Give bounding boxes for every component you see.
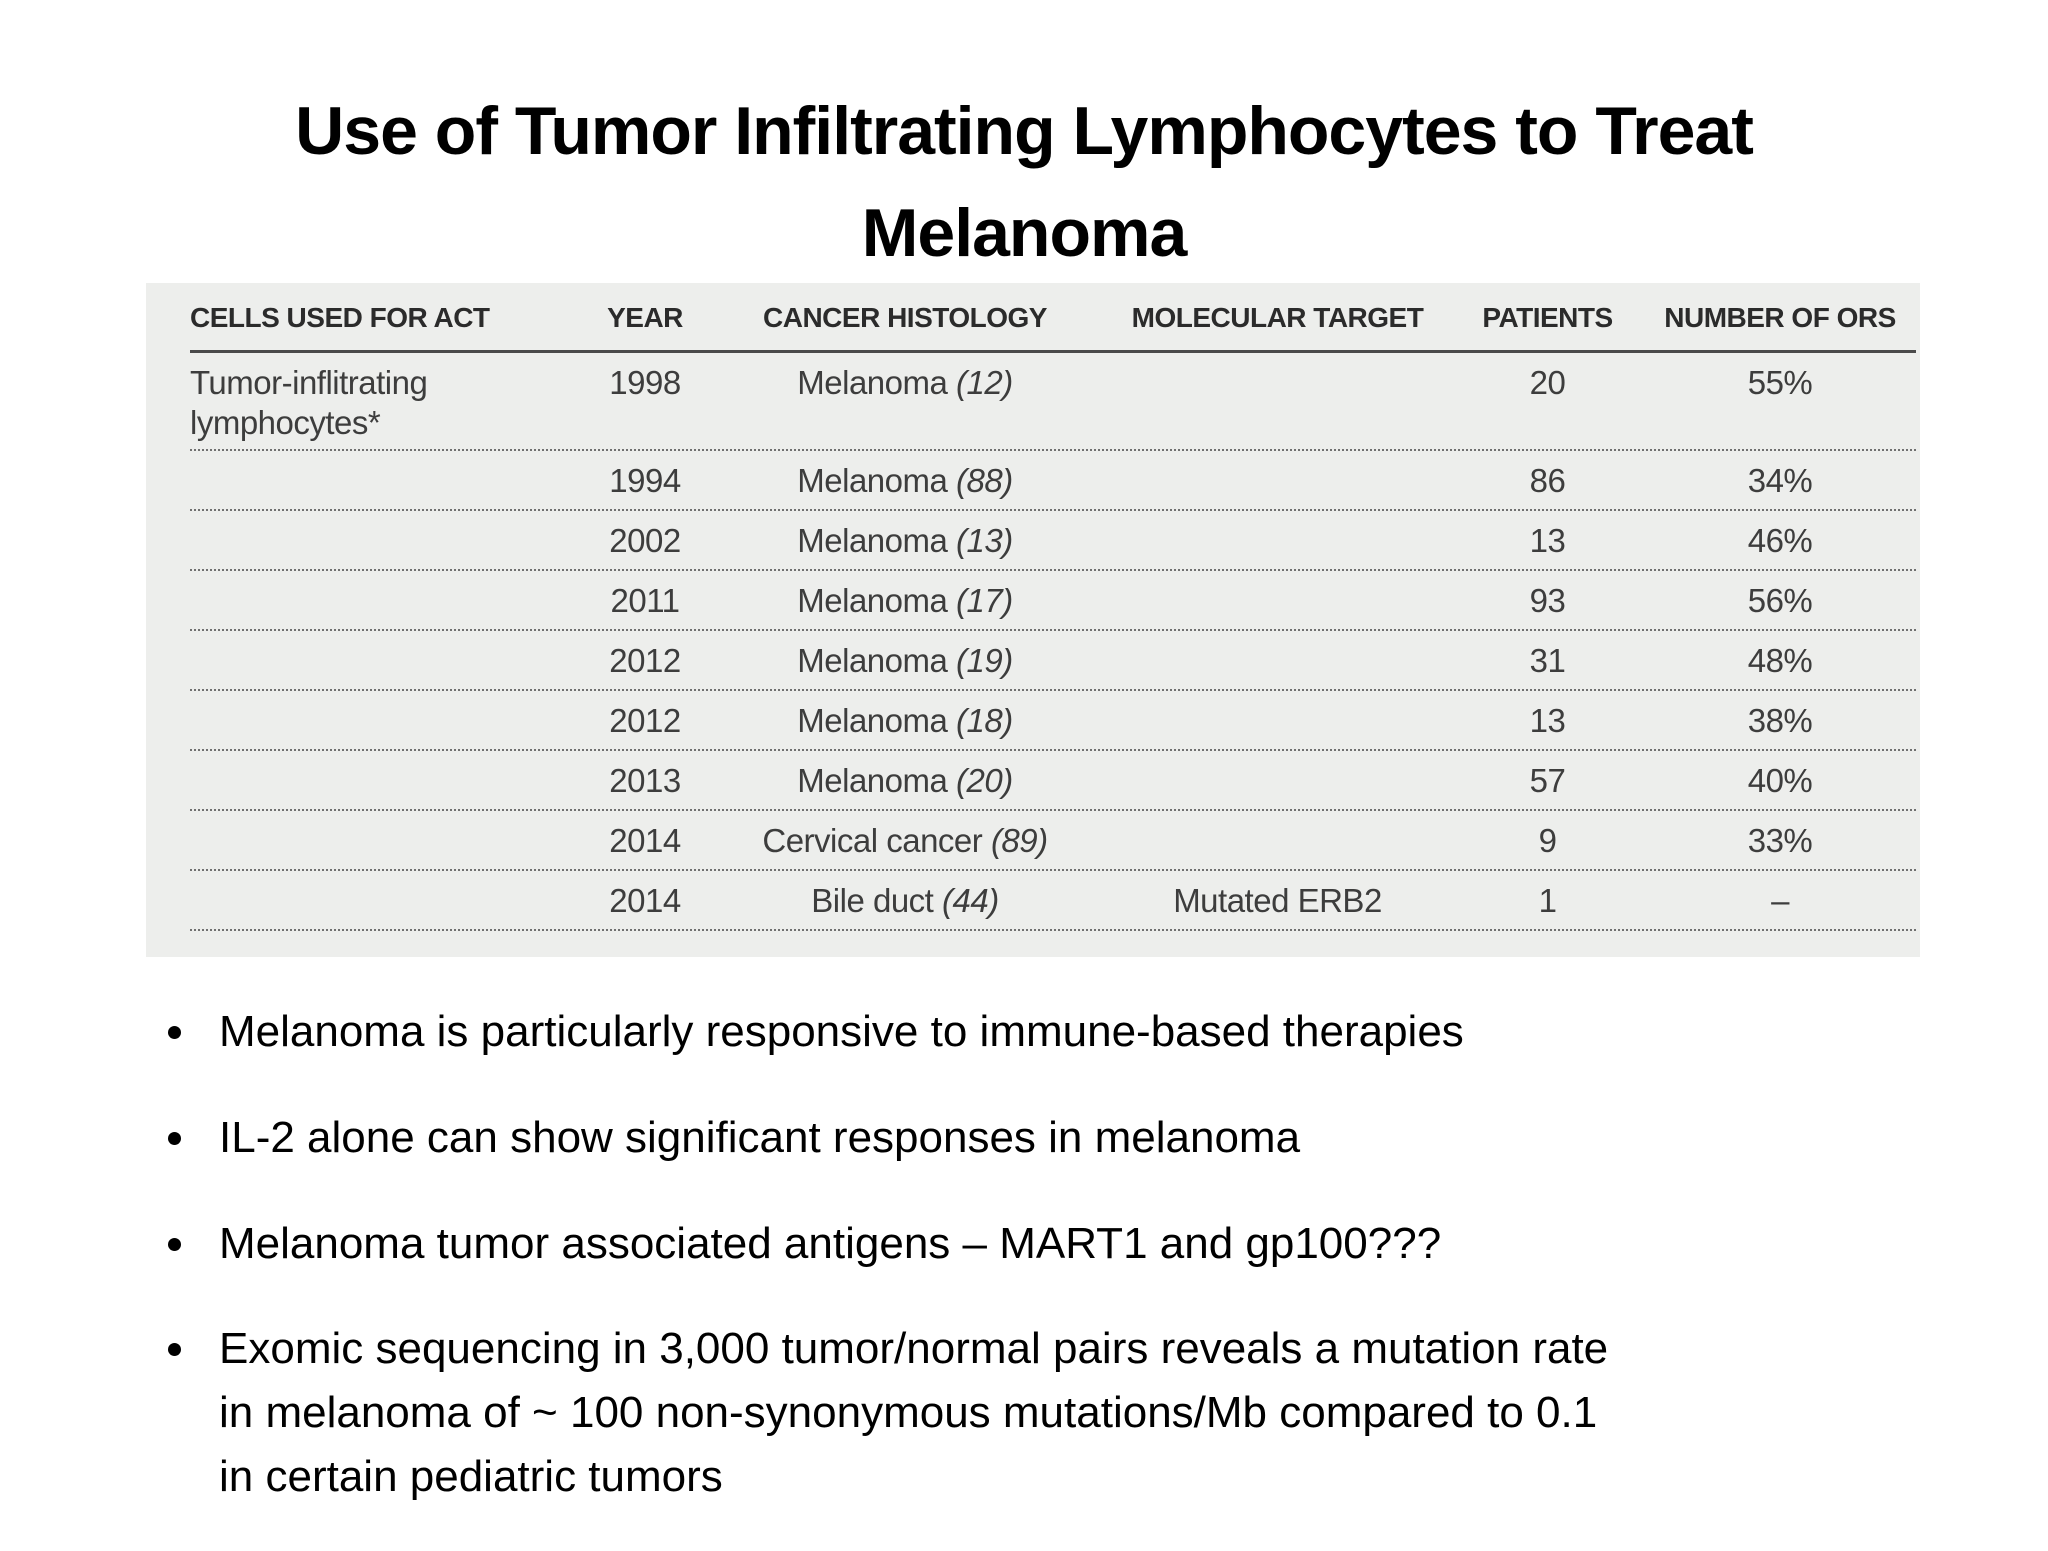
header-year: YEAR <box>607 302 683 333</box>
bullet-text: Melanoma tumor associated antigens – MAR… <box>219 1218 1442 1268</box>
header-cells-used-for-act: CELLS USED FOR ACT <box>190 302 490 333</box>
reference-number: (88) <box>956 462 1013 500</box>
cell-patients: 93 <box>1529 582 1566 620</box>
cell-year: 1998 <box>609 364 681 401</box>
cell-patients: 86 <box>1529 462 1566 500</box>
table-row: 2014 Bile duct (44) Mutated ERB2 1 – <box>146 871 1920 931</box>
reference-number: (12) <box>956 364 1013 401</box>
cell-year: 2012 <box>609 702 681 740</box>
cell-year: 2014 <box>609 822 681 860</box>
cell-histology: Melanoma (12) <box>797 364 1013 401</box>
cell-histology: Melanoma (18) <box>797 702 1013 740</box>
cell-number-of-ors: 40% <box>1747 762 1813 800</box>
cell-patients: 31 <box>1529 642 1566 680</box>
table-row: 2012 Melanoma (18) 13 38% <box>146 691 1920 751</box>
cell-patients: 13 <box>1529 702 1566 740</box>
header-number-of-ors: NUMBER OF ORS <box>1664 302 1896 333</box>
cell-patients: 20 <box>1529 364 1566 401</box>
cell-histology: Melanoma (13) <box>797 522 1013 560</box>
bullet-list: Melanoma is particularly responsive to i… <box>168 1000 1938 1551</box>
cell-number-of-ors: 33% <box>1747 822 1813 860</box>
table-row: 2014 Cervical cancer (89) 9 33% <box>146 811 1920 871</box>
cell-number-of-ors: 38% <box>1747 702 1813 740</box>
header-cancer-histology: CANCER HISTOLOGY <box>763 302 1047 333</box>
table-row: 2012 Melanoma (19) 31 48% <box>146 631 1920 691</box>
cell-number-of-ors: 56% <box>1747 582 1813 620</box>
cell-histology: Melanoma (17) <box>797 582 1013 620</box>
reference-number: (13) <box>956 522 1013 560</box>
cell-histology: Cervical cancer (89) <box>762 822 1048 860</box>
table-body: Tumor-inflitrating lymphocytes* 1998 Melan… <box>146 353 1920 931</box>
cell-number-of-ors: 46% <box>1747 522 1813 560</box>
slide-title: Use of Tumor Infiltrating Lymphocytes to… <box>295 92 1754 271</box>
header-patients: PATIENTS <box>1482 302 1613 333</box>
cell-number-of-ors: 55% <box>1747 364 1813 401</box>
cell-histology: Melanoma (19) <box>797 642 1013 680</box>
bullet-item: IL-2 alone can show significant response… <box>168 1106 1938 1170</box>
cell-histology: Melanoma (20) <box>797 762 1013 800</box>
act-results-table: CELLS USED FOR ACT YEAR CANCER HISTOLOGY… <box>146 283 1920 957</box>
cell-year: 2002 <box>609 522 681 560</box>
reference-number: (17) <box>956 582 1013 620</box>
bullet-item: Melanoma is particularly responsive to i… <box>168 1000 1938 1064</box>
cell-number-of-ors: – <box>1771 882 1789 920</box>
table-row: Tumor-inflitrating lymphocytes* 1998 Melan… <box>146 353 1920 451</box>
cell-patients: 9 <box>1538 822 1557 860</box>
table-row: 2011 Melanoma (17) 93 56% <box>146 571 1920 631</box>
cell-year: 2014 <box>609 882 681 920</box>
cell-year: 2012 <box>609 642 681 680</box>
reference-number: (20) <box>956 762 1013 800</box>
cell-molecular-target: Mutated ERB2 <box>1173 882 1382 920</box>
table-row: 1994 Melanoma (88) 86 34% <box>146 451 1920 511</box>
bullet-text: Melanoma is particularly responsive to i… <box>219 1007 1464 1056</box>
bullet-text: IL-2 alone can show significant response… <box>219 1112 1301 1162</box>
table-row: 2013 Melanoma (20) 57 40% <box>146 751 1920 811</box>
cell-cells-used: Tumor-inflitrating lymphocytes* <box>190 364 428 441</box>
bullet-dot <box>168 1026 181 1039</box>
cell-histology: Melanoma (88) <box>797 462 1013 500</box>
cell-year: 2013 <box>609 762 681 800</box>
reference-number: (44) <box>942 882 999 920</box>
cell-molecular-target <box>1100 353 1455 363</box>
bullet-dot <box>168 1237 181 1251</box>
reference-number: (18) <box>956 702 1013 740</box>
cell-year: 1994 <box>609 462 681 500</box>
header-molecular-target: MOLECULAR TARGET <box>1131 302 1424 333</box>
cell-patients: 57 <box>1529 762 1566 800</box>
cell-patients: 1 <box>1538 882 1557 920</box>
cell-number-of-ors: 34% <box>1747 462 1813 500</box>
table-header-row: CELLS USED FOR ACT YEAR CANCER HISTOLOGY… <box>146 283 1920 353</box>
cell-histology: Bile duct (44) <box>811 882 999 920</box>
bullet-dot <box>168 1131 181 1145</box>
bullet-item: Exomic sequencing in 3,000 tumor/normal … <box>168 1317 1938 1508</box>
cell-patients: 13 <box>1529 522 1566 560</box>
reference-number: (19) <box>956 642 1013 680</box>
bullet-item: Melanoma tumor associated antigens – MAR… <box>168 1212 1938 1276</box>
cell-year: 2011 <box>610 582 680 620</box>
cell-number-of-ors: 48% <box>1747 642 1813 680</box>
bullet-text: Exomic sequencing in 3,000 tumor/normal … <box>219 1324 1609 1501</box>
table-row: 2002 Melanoma (13) 13 46% <box>146 511 1920 571</box>
reference-number: (89) <box>990 822 1048 860</box>
bullet-dot <box>168 1343 181 1357</box>
